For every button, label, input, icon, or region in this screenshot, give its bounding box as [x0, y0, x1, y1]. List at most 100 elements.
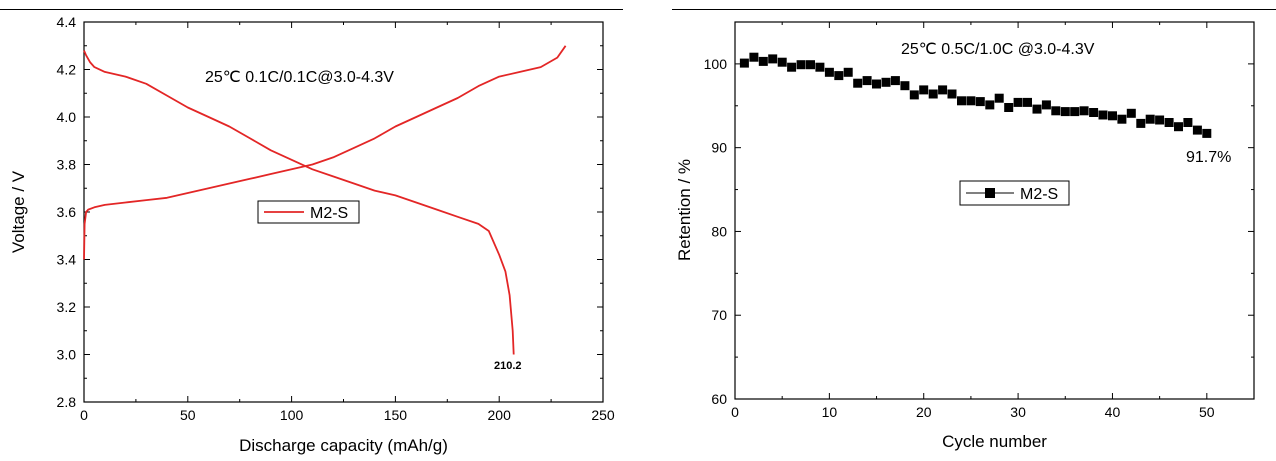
data-point — [1004, 103, 1014, 112]
data-point — [1117, 114, 1127, 124]
data-point — [815, 62, 825, 72]
retention-x-tick-label: 20 — [916, 404, 932, 420]
retention-legend-marker — [985, 188, 995, 198]
data-point — [890, 76, 900, 86]
data-point — [1202, 128, 1212, 138]
voltage-y-axis-label: Voltage / V — [9, 170, 28, 253]
data-point — [1070, 107, 1080, 117]
voltage-end-capacity-label: 210.2 — [494, 360, 522, 372]
retention-chart: 0 10 20 30 40 50 60 70 80 90 100 Cycle number Ret… — [675, 21, 1255, 451]
retention-x-tick-label: 0 — [731, 404, 739, 420]
voltage-x-tick-label: 200 — [488, 407, 512, 423]
voltage-y-tick-label: 4.4 — [57, 14, 77, 30]
data-point — [872, 79, 881, 89]
retention-y-tick-label: 70 — [711, 307, 727, 323]
voltage-x-tick-labels: 0 50 100 150 200 250 — [80, 407, 615, 423]
voltage-x-tick-label: 0 — [80, 407, 88, 423]
data-point — [938, 85, 948, 95]
retention-y-tick-labels: 60 70 80 90 100 — [704, 56, 728, 407]
data-point — [1041, 100, 1051, 110]
voltage-y-tick-label: 3.2 — [57, 299, 77, 315]
data-point — [1051, 106, 1061, 116]
retention-series — [739, 52, 1212, 138]
retention-x-tick-label: 50 — [1199, 404, 1215, 420]
series-line-charge — [83, 45, 567, 260]
data-point — [768, 54, 778, 64]
data-point — [749, 52, 759, 62]
retention-y-axis-label: Retention / % — [675, 159, 694, 261]
voltage-y-tick-label: 3.6 — [57, 204, 77, 220]
data-point — [1032, 104, 1042, 114]
data-point — [1098, 110, 1108, 120]
voltage-legend-label: M2-S — [310, 205, 348, 222]
data-point — [928, 89, 938, 99]
data-point — [1183, 118, 1193, 127]
data-point — [758, 56, 768, 66]
voltage-y-tick-label: 3.0 — [57, 347, 77, 363]
data-point — [777, 57, 787, 67]
data-point — [1108, 111, 1117, 121]
retention-x-tick-label: 30 — [1010, 404, 1026, 420]
retention-y-tick-label: 90 — [711, 140, 727, 156]
data-point — [1192, 125, 1202, 135]
data-point — [994, 93, 1004, 103]
retention-y-tick-label: 100 — [704, 56, 728, 72]
voltage-y-tick-label: 4.2 — [57, 62, 77, 78]
data-point — [947, 89, 957, 99]
retention-legend-label: M2-S — [1020, 186, 1058, 203]
data-point — [796, 60, 806, 70]
retention-legend: M2-S — [959, 180, 1070, 206]
retention-plot-frame — [734, 21, 1255, 400]
data-point — [1013, 97, 1023, 107]
voltage-ticks — [83, 21, 604, 403]
retention-condition-annotation: 25℃ 0.5C/1.0C @3.0-4.3V — [901, 41, 1095, 58]
data-point — [919, 85, 929, 95]
retention-x-axis-label: Cycle number — [942, 432, 1047, 451]
voltage-x-tick-label: 50 — [180, 407, 196, 423]
retention-final-value-label: 91.7% — [1186, 149, 1231, 166]
voltage-y-tick-label: 2.8 — [57, 394, 77, 410]
retention-x-tick-labels: 0 10 20 30 40 50 — [731, 404, 1215, 420]
retention-y-tick-label: 80 — [711, 223, 727, 239]
voltage-legend-box — [257, 200, 360, 224]
data-point — [806, 60, 815, 70]
data-point — [985, 100, 995, 110]
voltage-y-tick-labels: 2.8 3.0 3.2 3.4 3.6 3.8 4.0 4.2 4.4 — [57, 14, 77, 410]
series-line-discharge — [83, 50, 515, 355]
data-point — [881, 77, 891, 87]
data-point — [862, 76, 872, 86]
data-point — [853, 78, 863, 88]
voltage-y-tick-label: 4.0 — [57, 109, 77, 125]
retention-x-tick-label: 40 — [1105, 404, 1121, 420]
voltage-x-axis-label: Discharge capacity (mAh/g) — [239, 436, 448, 455]
data-point — [787, 62, 797, 72]
data-point — [957, 96, 966, 106]
data-point — [1060, 107, 1070, 117]
voltage-y-tick-label: 3.4 — [57, 252, 77, 268]
data-point — [975, 97, 985, 107]
voltage-y-tick-label: 3.8 — [57, 157, 77, 173]
data-point — [1126, 108, 1136, 118]
data-point — [1174, 122, 1183, 132]
data-point — [739, 58, 749, 68]
voltage-series — [83, 45, 567, 355]
voltage-x-tick-label: 150 — [384, 407, 408, 423]
data-point — [1079, 106, 1089, 116]
data-point — [900, 81, 910, 91]
data-point — [834, 71, 844, 81]
voltage-x-tick-label: 100 — [280, 407, 304, 423]
data-point — [1145, 114, 1155, 124]
data-point — [966, 96, 976, 106]
retention-y-tick-label: 60 — [711, 391, 727, 407]
data-point — [1023, 97, 1032, 107]
voltage-x-tick-label: 250 — [591, 407, 615, 423]
data-point — [1155, 115, 1165, 125]
data-point — [1089, 108, 1099, 117]
voltage-chart: 0 50 100 150 200 250 2.8 3.0 3.2 3.4 3.6 3.8 4.0 4.2… — [9, 14, 615, 455]
retention-x-tick-label: 10 — [822, 404, 838, 420]
data-point — [824, 67, 834, 77]
data-point — [1164, 118, 1174, 127]
voltage-legend: M2-S — [257, 200, 360, 224]
retention-ticks — [734, 21, 1255, 400]
